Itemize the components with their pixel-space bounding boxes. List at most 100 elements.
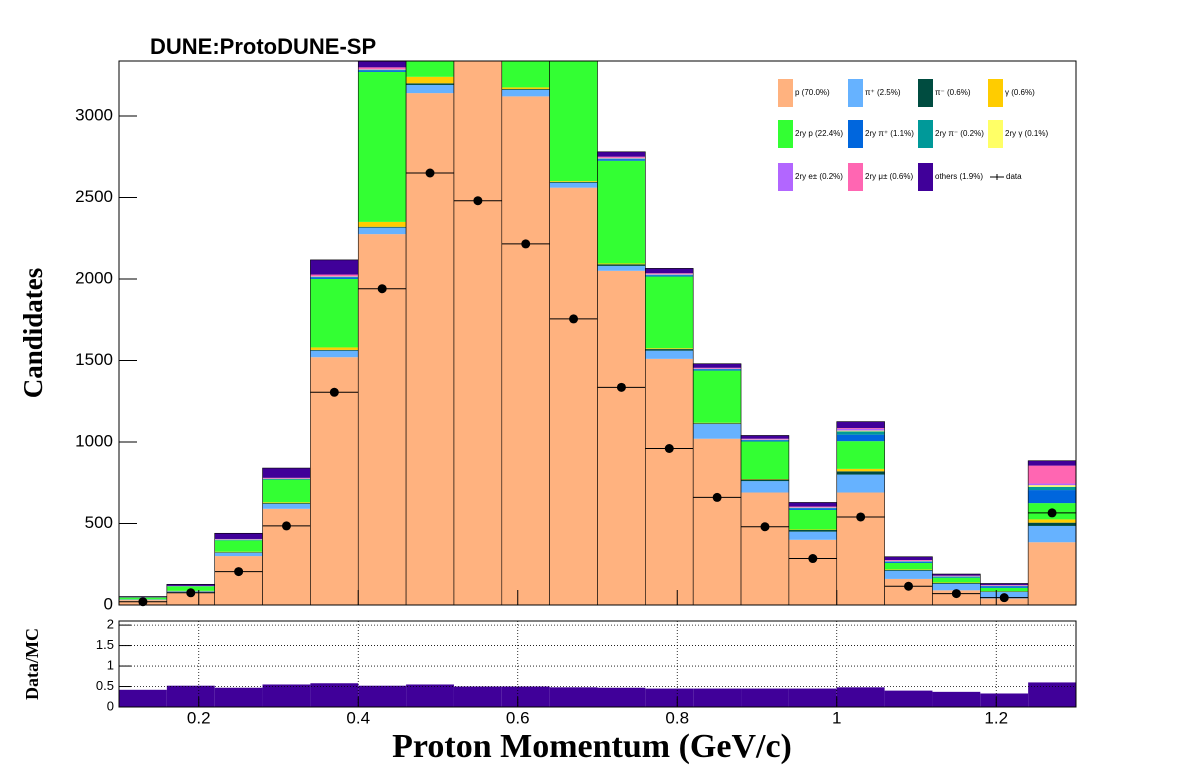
data-point bbox=[425, 168, 435, 178]
bar-segment bbox=[884, 560, 933, 561]
bar-segment bbox=[693, 369, 742, 371]
bar-segment bbox=[262, 502, 311, 504]
bar-segment bbox=[788, 506, 837, 508]
bar-segment bbox=[549, 181, 598, 182]
legend-label: γ (0.6%) bbox=[1005, 88, 1035, 97]
bar-segment bbox=[741, 438, 789, 440]
bar-segment bbox=[980, 583, 1029, 586]
bar-segment bbox=[1028, 519, 1076, 523]
bar-segment bbox=[597, 159, 646, 161]
bar-segment bbox=[836, 474, 885, 493]
y-tick-label: 0.5 bbox=[96, 678, 114, 693]
bar-segment bbox=[310, 357, 359, 605]
bar-segment bbox=[1028, 542, 1076, 605]
x-tick-label: 0.2 bbox=[187, 708, 211, 727]
ratio-bar bbox=[1028, 682, 1076, 707]
bar-segment bbox=[214, 552, 263, 557]
bar-segment bbox=[262, 479, 311, 503]
bar-segment bbox=[932, 576, 981, 578]
legend-label: 2ry μ± (0.6%) bbox=[865, 172, 913, 181]
overlay: 0 500 1000 1500 2000 2500 3000 p (70.0%) π⁺ (2.5… bbox=[75, 60, 1077, 727]
bar-segment bbox=[597, 151, 646, 157]
bar-segment bbox=[884, 562, 933, 570]
bar-segment bbox=[406, 93, 454, 605]
bar-segment bbox=[836, 428, 885, 431]
bar-segment bbox=[693, 370, 742, 423]
bar-segment bbox=[166, 584, 215, 586]
data-point bbox=[999, 593, 1009, 603]
ratio-bar bbox=[166, 685, 215, 707]
y-tick-label: 2000 bbox=[75, 268, 113, 287]
bar-segment bbox=[501, 61, 550, 88]
bar-segment bbox=[645, 268, 694, 274]
bar-segment bbox=[788, 502, 837, 507]
bar-segment bbox=[693, 367, 742, 369]
bar-segment bbox=[310, 274, 359, 277]
y-tick-label: 0 bbox=[107, 698, 114, 713]
bar-segment bbox=[310, 277, 359, 279]
bar-segment bbox=[1028, 485, 1076, 487]
bar-segment bbox=[645, 275, 694, 277]
bar-segment bbox=[262, 468, 311, 478]
data-point bbox=[951, 589, 961, 599]
plot-frame bbox=[118, 60, 1077, 606]
bar-segment bbox=[836, 492, 885, 605]
ratio-bar bbox=[119, 689, 167, 707]
bar-segment bbox=[836, 421, 885, 429]
bar-segment bbox=[166, 592, 215, 605]
ratio-bar bbox=[597, 687, 646, 707]
ratio-y-axis-label: Data/MC bbox=[22, 628, 42, 700]
y-tick-label: 2500 bbox=[75, 187, 113, 206]
bar-segment bbox=[884, 569, 933, 571]
legend-swatch bbox=[988, 79, 1003, 107]
legend-swatch bbox=[918, 163, 933, 191]
bar-segment bbox=[501, 89, 550, 97]
legend-label: 2ry γ (0.1%) bbox=[1005, 129, 1048, 138]
bar-segment bbox=[358, 226, 407, 228]
bar-segment bbox=[788, 530, 837, 532]
legend-label: π⁻ (0.6%) bbox=[935, 88, 971, 97]
bar-segment bbox=[358, 61, 407, 68]
bar-segment bbox=[262, 503, 311, 504]
y-tick-label: 1.5 bbox=[96, 637, 114, 652]
bar-segment bbox=[884, 556, 933, 561]
bar-segment bbox=[741, 435, 789, 439]
data-point bbox=[281, 521, 291, 531]
bar-segment bbox=[980, 587, 1029, 592]
bar-segment bbox=[788, 508, 837, 510]
bar-segment bbox=[645, 350, 694, 359]
bar-segment bbox=[597, 156, 646, 158]
bar-segment bbox=[932, 583, 981, 591]
data-point bbox=[712, 492, 722, 502]
bar-segment bbox=[214, 552, 263, 553]
x-tick-label: 0.8 bbox=[665, 708, 689, 727]
bar-segment bbox=[310, 259, 359, 275]
data-point bbox=[521, 239, 531, 249]
bar-segment bbox=[406, 61, 454, 77]
data-point bbox=[569, 314, 579, 324]
bar-segment bbox=[453, 61, 502, 605]
bar-segment bbox=[741, 492, 789, 605]
legend-label: 2ry π⁺ (1.1%) bbox=[865, 129, 914, 138]
legend-swatch bbox=[848, 79, 863, 107]
bar-segment bbox=[214, 540, 263, 552]
bar-segment bbox=[836, 471, 885, 475]
bar-segment bbox=[836, 428, 885, 429]
bar-segment bbox=[645, 348, 694, 350]
ratio-bar bbox=[358, 685, 407, 707]
bar-segment bbox=[788, 531, 837, 540]
bar-segment bbox=[310, 347, 359, 350]
bar-segment bbox=[836, 434, 885, 442]
bar-segment bbox=[262, 503, 311, 509]
ratio-bar bbox=[980, 693, 1029, 707]
bar-segment bbox=[358, 70, 407, 72]
bar-segment bbox=[932, 574, 981, 576]
x-tick-label: 1.2 bbox=[984, 708, 1008, 727]
bar-segment bbox=[1028, 490, 1076, 504]
bar-segment bbox=[549, 181, 598, 183]
legend-swatch bbox=[848, 120, 863, 148]
bar-segment bbox=[884, 570, 933, 579]
bar-segment bbox=[358, 234, 407, 605]
bar-segment bbox=[980, 586, 1029, 588]
legend-label: data bbox=[1006, 172, 1022, 181]
